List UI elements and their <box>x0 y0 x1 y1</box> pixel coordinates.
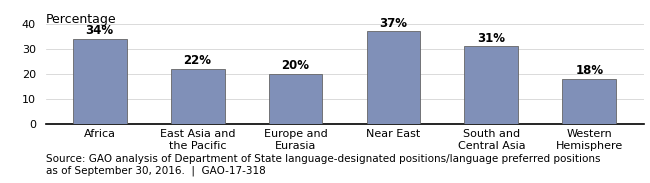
Bar <box>73 39 127 124</box>
Text: Percentage: Percentage <box>46 13 116 26</box>
Bar <box>171 69 224 124</box>
Text: 18%: 18% <box>575 64 603 77</box>
Text: 37%: 37% <box>380 17 408 30</box>
Text: 31%: 31% <box>478 32 506 45</box>
Bar <box>562 79 616 124</box>
Text: 34%: 34% <box>86 24 114 37</box>
Text: 20%: 20% <box>281 59 309 72</box>
Bar <box>268 74 322 124</box>
Bar <box>367 31 421 124</box>
Text: Source: GAO analysis of Department of State language-designated positions/langua: Source: GAO analysis of Department of St… <box>46 154 600 176</box>
Text: 22%: 22% <box>183 54 211 67</box>
Bar <box>465 46 518 124</box>
